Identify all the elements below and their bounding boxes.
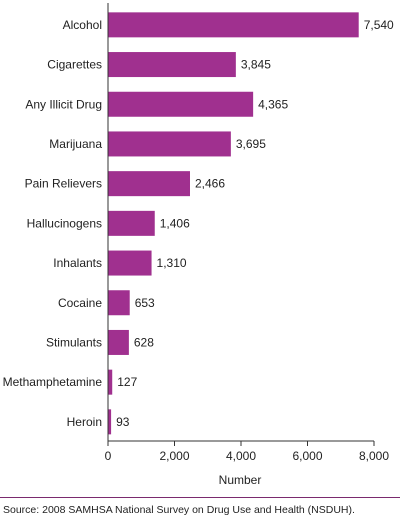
- value-label: 653: [135, 296, 155, 310]
- x-axis-title: Number: [219, 473, 262, 487]
- x-tick-label: 0: [105, 449, 112, 463]
- x-tick-label: 2,000: [159, 449, 189, 463]
- bar: [108, 369, 113, 395]
- bar: [108, 12, 359, 38]
- bar: [108, 290, 130, 316]
- bar: [108, 131, 231, 157]
- bar: [108, 91, 254, 117]
- value-label: 4,365: [258, 97, 288, 111]
- category-label: Inhalants: [53, 256, 102, 270]
- category-label: Hallucinogens: [27, 216, 102, 230]
- value-label: 3,845: [241, 58, 271, 72]
- category-label: Stimulants: [46, 335, 102, 349]
- value-label: 3,695: [236, 137, 266, 151]
- x-tick-label: 4,000: [226, 449, 256, 463]
- category-label: Any Illicit Drug: [25, 97, 102, 111]
- bar: [108, 329, 129, 355]
- bar-chart: Alcohol 7,540 Cigarettes 3,845 Any Illicit D…: [3, 3, 394, 487]
- bar: [108, 171, 190, 197]
- value-label: 127: [117, 375, 137, 389]
- bar: [108, 409, 112, 435]
- source-note: Source: 2008 SAMHSA National Survey on D…: [0, 497, 400, 516]
- value-label: 93: [116, 415, 130, 429]
- value-label: 628: [134, 335, 154, 349]
- category-label: Methamphetamine: [3, 375, 103, 389]
- value-label: 1,310: [157, 256, 187, 270]
- category-label: Cocaine: [58, 296, 102, 310]
- value-label: 2,466: [195, 177, 225, 191]
- value-label: 1,406: [160, 216, 190, 230]
- category-label: Pain Relievers: [25, 177, 102, 191]
- bar: [108, 250, 152, 276]
- category-label: Cigarettes: [47, 58, 102, 72]
- bar: [108, 210, 155, 236]
- bar: [108, 52, 236, 78]
- category-label: Heroin: [67, 415, 102, 429]
- category-label: Alcohol: [63, 18, 102, 32]
- x-tick-label: 8,000: [359, 449, 389, 463]
- category-label: Marijuana: [49, 137, 102, 151]
- value-label: 7,540: [364, 18, 394, 32]
- x-tick-label: 6,000: [292, 449, 322, 463]
